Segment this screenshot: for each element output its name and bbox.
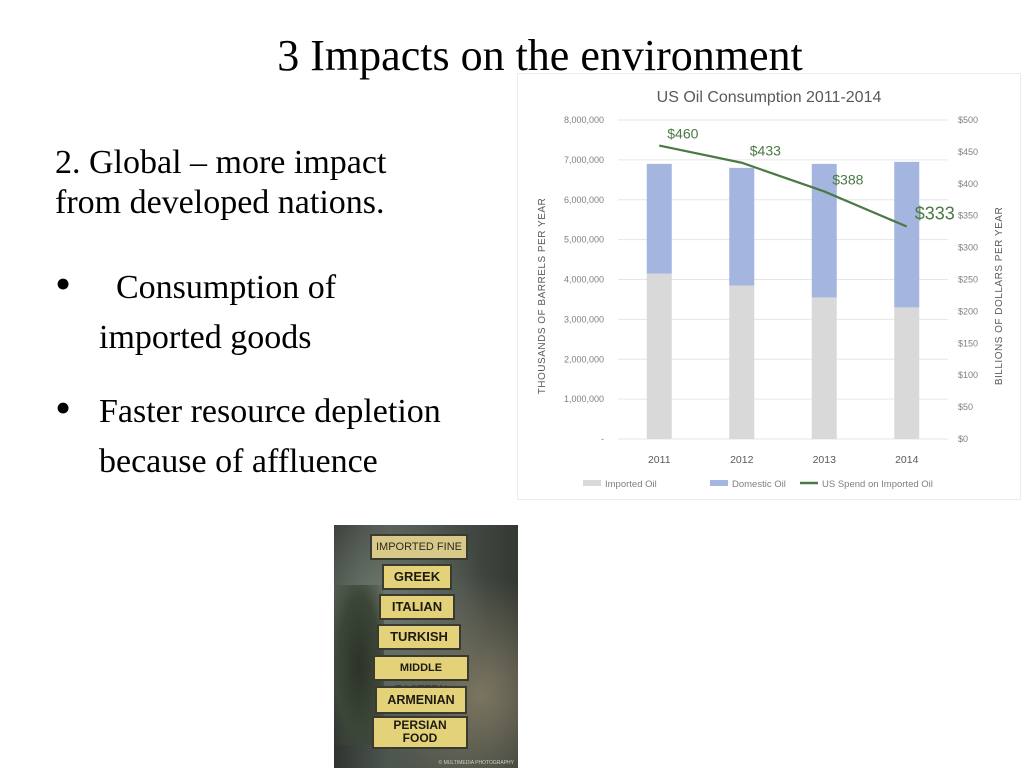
- bullet-text: Faster resource depletion because of aff…: [99, 387, 441, 487]
- y2-tick-label: $50: [958, 402, 973, 412]
- left-axis-ticks: - 1,000,000 2,000,000 3,000,000 4,000,000 5,0…: [564, 115, 604, 444]
- y-tick-label: 4,000,000: [564, 275, 604, 285]
- category-label: 2014: [895, 454, 919, 466]
- legend-label: US Spend on Imported Oil: [822, 479, 933, 490]
- bullet-line-1: Faster resource depletion: [99, 393, 441, 430]
- bar-domestic-oil: [811, 163, 837, 298]
- spend-data-label: $433: [750, 143, 781, 159]
- sign-greek: GREEK: [384, 566, 450, 588]
- y-tick-label: 7,000,000: [564, 155, 604, 165]
- y2-tick-label: $0: [958, 434, 968, 444]
- lead-line-2: from developed nations.: [55, 184, 385, 221]
- oil-consumption-chart: US Oil Consumption 2011-2014 THOUSANDS O…: [518, 74, 1020, 499]
- bullet-dot-icon: •: [55, 382, 72, 433]
- spend-data-label: $388: [832, 171, 863, 187]
- bar-domestic-oil: [729, 167, 755, 286]
- y2-tick-label: $400: [958, 179, 978, 189]
- gridlines: [618, 119, 948, 440]
- bullet-line-2: because of affluence: [99, 443, 378, 480]
- category-labels: 2011 2012 2013 2014: [648, 454, 919, 466]
- chart-title: US Oil Consumption 2011-2014: [657, 89, 882, 106]
- y-tick-label: 8,000,000: [564, 115, 604, 125]
- y2-tick-label: $250: [958, 275, 978, 285]
- sign-italian: ITALIAN: [381, 596, 453, 618]
- bar-imported-oil: [729, 285, 755, 439]
- bullet-dot-icon: •: [55, 258, 72, 309]
- y-tick-label: 5,000,000: [564, 235, 604, 245]
- y2-tick-label: $450: [958, 147, 978, 157]
- photo-credit: © MULTIMEDIA PHOTOGRAPHY: [438, 760, 514, 766]
- imported-foods-photo: IMPORTED FINE FOODS GREEK ITALIAN TURKIS…: [334, 525, 518, 768]
- sign-middle-eastern: MIDDLE EASTERN: [375, 657, 467, 696]
- spend-polyline: [659, 144, 908, 228]
- bullet-text: Consumption of imported goods: [99, 263, 336, 363]
- y2-tick-label: $300: [958, 243, 978, 253]
- bullet-line-2: imported goods: [99, 319, 312, 356]
- legend-label: Imported Oil: [605, 479, 657, 490]
- bar-domestic-oil: [894, 161, 920, 308]
- slide-title: 3 Impacts on the environment: [277, 31, 803, 80]
- category-label: 2011: [648, 454, 671, 466]
- y2-tick-label: $350: [958, 211, 978, 221]
- y-tick-label: -: [601, 434, 604, 444]
- right-axis-ticks: $0 $50 $100 $150 $200 $250 $300 $350 $400 $450 $50…: [958, 115, 978, 444]
- sign-food-line: FOOD: [402, 731, 438, 745]
- y-tick-label: 1,000,000: [564, 394, 604, 404]
- sign-imported-fine-foods: IMPORTED FINE FOODS: [372, 536, 466, 575]
- y-tick-label: 3,000,000: [564, 314, 604, 324]
- spend-data-label: $460: [667, 126, 698, 142]
- lead-line-1: 2. Global – more impact: [55, 144, 387, 181]
- y2-tick-label: $500: [958, 115, 978, 125]
- y2-axis-title: BILLIONS OF DOLLARS PER YEAR: [994, 207, 1005, 385]
- sign-turkish: TURKISH: [379, 626, 459, 648]
- legend-swatch: [583, 480, 601, 486]
- lead-text: 2. Global – more impact from developed n…: [55, 143, 386, 223]
- y2-tick-label: $100: [958, 370, 978, 380]
- bars: [646, 161, 920, 439]
- legend-label: Domestic Oil: [732, 479, 786, 490]
- bar-imported-oil: [646, 273, 672, 439]
- bar-imported-oil: [811, 297, 837, 439]
- legend-swatch: [710, 480, 728, 486]
- sign-armenian: ARMENIAN: [377, 688, 465, 712]
- y-tick-label: 2,000,000: [564, 354, 604, 364]
- category-label: 2013: [813, 454, 837, 466]
- y2-tick-label: $200: [958, 306, 978, 316]
- y-tick-label: 6,000,000: [564, 195, 604, 205]
- bullet-line-1: Consumption of: [99, 269, 337, 306]
- bar-imported-oil: [894, 307, 920, 439]
- sign-persian-line: PERSIAN: [393, 718, 447, 732]
- y-axis-title: THOUSANDS OF BARRELS PER YEAR: [537, 198, 548, 395]
- category-label: 2012: [730, 454, 754, 466]
- bar-domestic-oil: [646, 163, 672, 274]
- chart-svg: US Oil Consumption 2011-2014 THOUSANDS O…: [537, 89, 1005, 490]
- spend-line: $460 $433 $388 $333: [659, 126, 955, 228]
- y2-tick-label: $150: [958, 338, 978, 348]
- spend-data-label: $333: [915, 204, 955, 224]
- sign-persian-food: PERSIAN FOOD: [374, 718, 466, 747]
- chart-legend: Imported Oil Domestic Oil US Spend on Impo…: [583, 479, 933, 490]
